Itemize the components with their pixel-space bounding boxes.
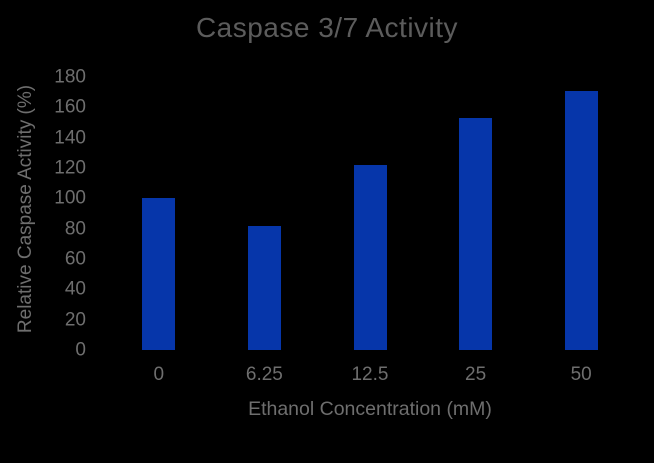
y-tick-label: 0 bbox=[75, 339, 86, 361]
x-tick-label: 0 bbox=[153, 364, 165, 385]
y-tick-label: 160 bbox=[54, 96, 86, 118]
plot-area bbox=[106, 77, 634, 350]
y-tick-label: 60 bbox=[64, 248, 86, 270]
y-axis-tick-labels: 0 20 40 60 80 100 120 140 160 180 bbox=[0, 68, 86, 360]
y-tick-label: 120 bbox=[54, 157, 86, 179]
y-tick-label: 20 bbox=[64, 309, 86, 331]
y-tick-label: 180 bbox=[54, 66, 86, 88]
x-axis-title: Ethanol Concentration (mM) bbox=[248, 398, 492, 420]
x-tick-label: 50 bbox=[570, 364, 592, 385]
bar-25mM bbox=[459, 117, 493, 350]
x-tick-label: 25 bbox=[465, 364, 487, 385]
bar-0mM bbox=[142, 198, 176, 350]
bar-6.25mM bbox=[247, 225, 281, 350]
y-tick-label: 140 bbox=[54, 127, 86, 149]
bar-50mM bbox=[564, 90, 598, 350]
chart-title: Caspase 3/7 Activity bbox=[195, 12, 459, 43]
y-tick-label: 80 bbox=[64, 218, 86, 240]
bar-12.5mM bbox=[353, 164, 387, 350]
x-tick-label: 12.5 bbox=[351, 364, 389, 385]
y-tick-label: 100 bbox=[54, 187, 86, 209]
y-tick-label: 40 bbox=[64, 278, 86, 300]
x-tick-label: 6.25 bbox=[245, 364, 283, 385]
x-axis-tick-labels: 0 6.25 12.5 25 50 bbox=[106, 364, 634, 386]
